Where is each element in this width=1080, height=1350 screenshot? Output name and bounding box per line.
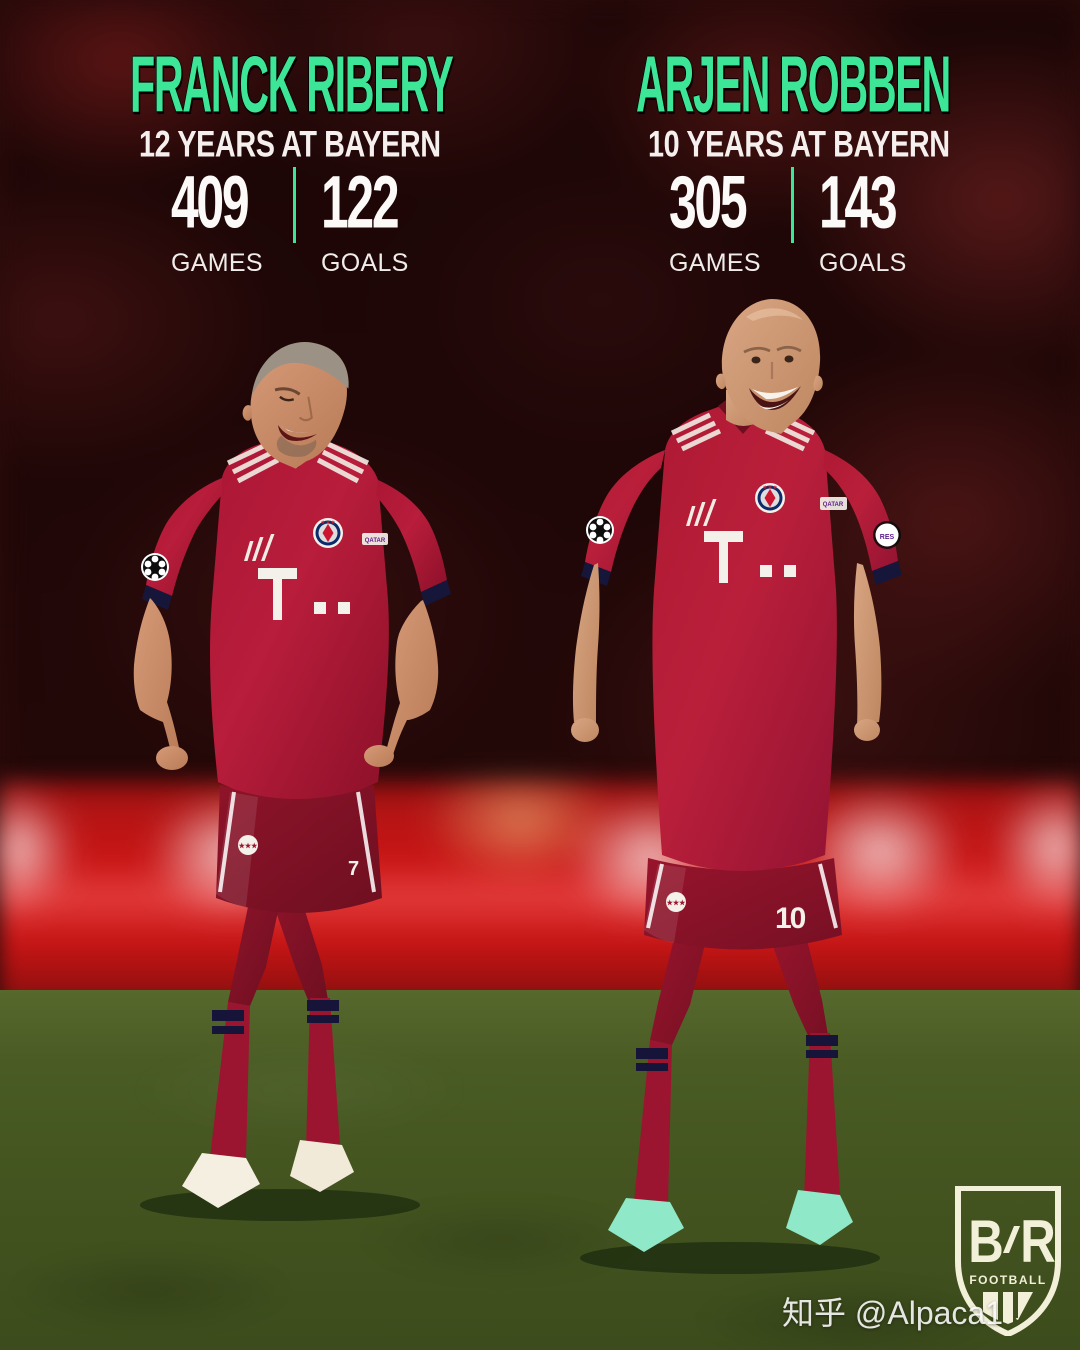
svg-text:★★★: ★★★ [667, 899, 687, 907]
svg-text:10: 10 [775, 902, 806, 935]
svg-text:★★★: ★★★ [763, 484, 778, 491]
svg-text:B: B [968, 1207, 1004, 1275]
svg-text:R: R [1020, 1207, 1056, 1275]
svg-text:RES: RES [880, 534, 895, 541]
svg-text:QATAR: QATAR [823, 502, 844, 508]
svg-text:FOOTBALL: FOOTBALL [969, 1273, 1046, 1287]
